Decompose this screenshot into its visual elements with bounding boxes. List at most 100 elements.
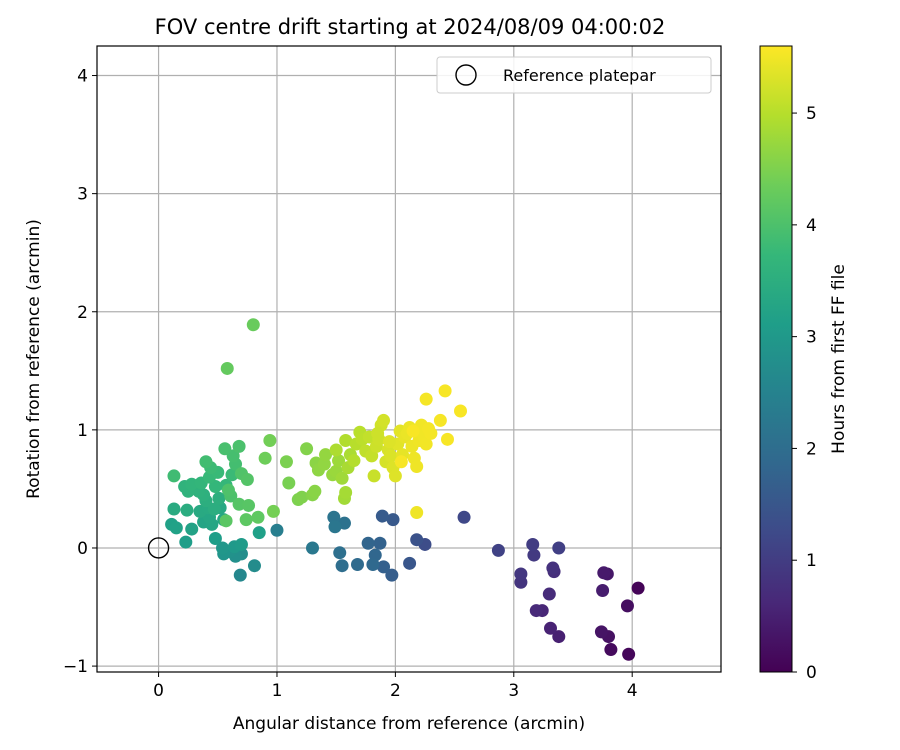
x-tick-label: 3 (508, 681, 519, 701)
colorbar-tick-label: 3 (806, 328, 817, 348)
legend: Reference platepar (436, 56, 712, 94)
data-point (263, 433, 277, 447)
data-point (367, 469, 381, 483)
data-point (216, 541, 230, 555)
data-point (371, 426, 385, 440)
data-point (377, 413, 391, 427)
data-point (335, 559, 349, 573)
data-point (220, 361, 234, 375)
data-point (180, 503, 194, 517)
data-point (328, 520, 342, 534)
data-point (410, 459, 424, 473)
data-point (242, 498, 256, 512)
data-point (185, 522, 199, 536)
data-point (199, 455, 213, 469)
data-point (410, 506, 424, 520)
data-point (208, 532, 222, 546)
data-point (526, 537, 540, 551)
data-point (350, 558, 364, 572)
data-point (388, 469, 402, 483)
data-point (597, 566, 611, 580)
data-point (457, 510, 471, 524)
data-point (491, 543, 505, 557)
y-tick-label: 4 (77, 67, 88, 87)
data-point (529, 604, 543, 618)
data-point (232, 439, 246, 453)
colorbar-tick-label: 0 (806, 663, 817, 683)
data-point (221, 483, 235, 497)
data-point (305, 541, 319, 555)
data-point (382, 435, 396, 449)
data-point (406, 424, 420, 438)
y-tick-label: 2 (77, 303, 88, 323)
data-point (333, 546, 347, 560)
data-point (514, 567, 528, 581)
colorbar-tick-label: 1 (806, 551, 817, 571)
data-point (167, 502, 181, 516)
x-tick-label: 4 (627, 681, 638, 701)
colorbar: 0 1 2 3 4 5 Hours from first FF file (759, 45, 849, 683)
x-tick-label: 1 (272, 681, 283, 701)
colorbar-tick-label: 4 (806, 216, 817, 236)
data-point (622, 647, 636, 661)
data-point (212, 491, 226, 505)
reference-marker (147, 537, 170, 559)
data-point (347, 454, 361, 468)
data-point (410, 533, 424, 547)
grid (97, 46, 721, 672)
data-point (377, 560, 391, 574)
data-point (185, 477, 199, 491)
data-point (339, 433, 353, 447)
y-axis-label: Rotation from reference (arcmin) (24, 219, 44, 499)
data-point (424, 426, 438, 440)
colorbar-tick-label: 5 (806, 104, 817, 124)
data-point (234, 537, 248, 551)
x-tick-label: 2 (390, 681, 401, 701)
data-point (208, 480, 222, 494)
data-point (386, 513, 400, 527)
data-point (527, 548, 541, 562)
data-point (239, 513, 253, 527)
data-point (247, 559, 261, 573)
plot-frame (96, 45, 722, 673)
chart-title: FOV centre drift starting at 2024/08/09 … (155, 15, 666, 39)
data-point (167, 469, 181, 483)
data-point (384, 449, 398, 463)
data-point (246, 318, 260, 332)
data-point (282, 476, 296, 490)
data-point (308, 484, 322, 498)
data-point (620, 599, 634, 613)
data-point (279, 455, 293, 469)
data-point (251, 510, 265, 524)
data-point (552, 630, 566, 644)
data-point (300, 442, 314, 456)
data-point (419, 437, 433, 451)
data-point (225, 468, 239, 482)
colorbar-label: Hours from first FF file (829, 264, 849, 454)
y-tick-label: 1 (77, 421, 88, 441)
y-tick-label: 3 (77, 185, 88, 205)
data-point (266, 504, 280, 518)
data-point (233, 568, 247, 582)
colorbar-ticks: 0 1 2 3 4 5 (792, 104, 817, 683)
data-point (403, 556, 417, 570)
data-point (454, 404, 468, 418)
y-tick-label: 0 (77, 539, 88, 559)
data-point (546, 561, 560, 575)
data-point (339, 485, 353, 499)
data-point (361, 536, 375, 550)
colorbar-gradient (759, 45, 793, 673)
data-point (317, 457, 331, 471)
data-point (433, 413, 447, 427)
data-point (596, 584, 610, 598)
y-tick-label: −1 (63, 657, 88, 677)
data-point (232, 497, 246, 511)
data-point (375, 509, 389, 523)
legend-marker (455, 64, 477, 86)
data-point (270, 523, 284, 537)
data-point (385, 568, 399, 582)
data-point (438, 384, 452, 398)
data-point (295, 490, 309, 504)
data-point (366, 558, 380, 572)
